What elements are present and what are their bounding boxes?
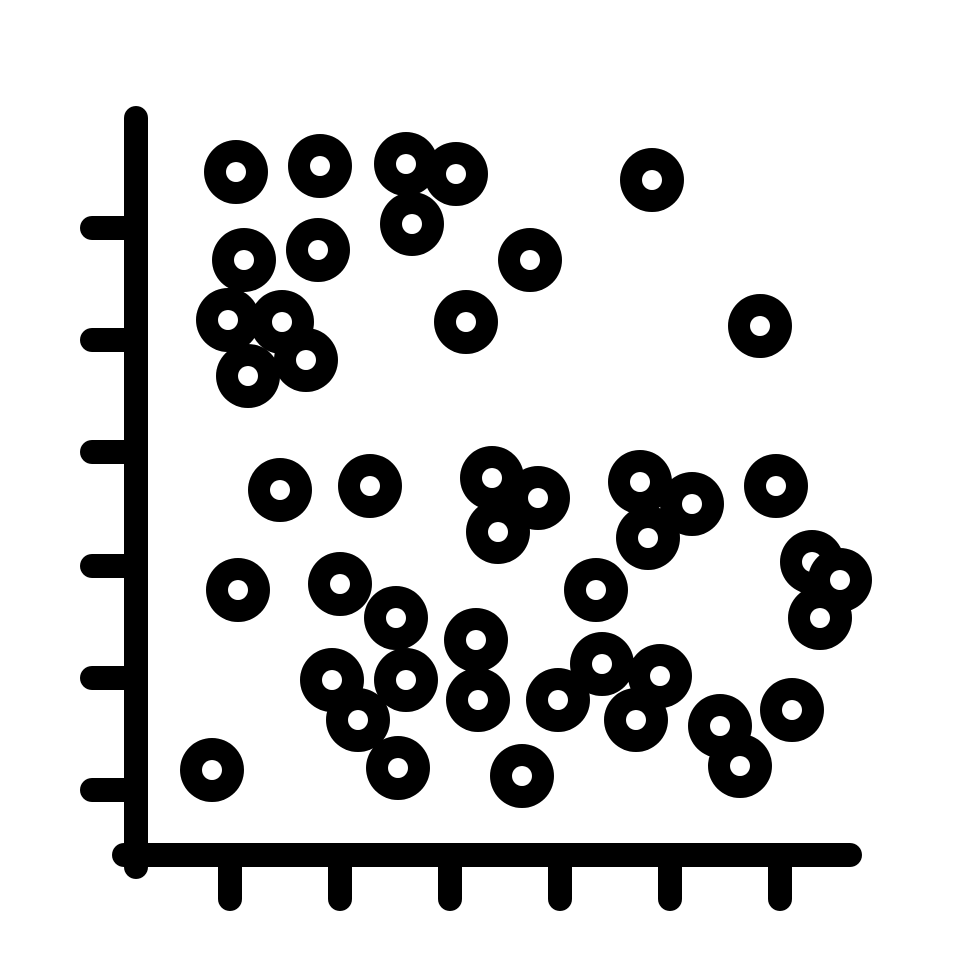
scatter-plot-icon	[0, 0, 980, 980]
marker-inner	[630, 472, 650, 492]
data-point	[204, 140, 268, 204]
data-point	[366, 736, 430, 800]
marker-inner	[528, 488, 548, 508]
marker-inner	[586, 580, 606, 600]
data-point	[628, 644, 692, 708]
marker-inner	[348, 710, 368, 730]
data-point	[338, 454, 402, 518]
data-point	[570, 632, 634, 696]
marker-inner	[310, 156, 330, 176]
data-point	[564, 558, 628, 622]
data-point	[424, 142, 488, 206]
marker-inner	[330, 574, 350, 594]
marker-inner	[322, 670, 342, 690]
data-point	[206, 558, 270, 622]
data-point	[728, 294, 792, 358]
marker-inner	[218, 310, 238, 330]
marker-inner	[782, 700, 802, 720]
marker-inner	[682, 494, 702, 514]
marker-inner	[466, 630, 486, 650]
marker-inner	[482, 468, 502, 488]
data-point	[490, 744, 554, 808]
data-point	[374, 648, 438, 712]
marker-inner	[202, 760, 222, 780]
data-point	[308, 552, 372, 616]
marker-inner	[238, 366, 258, 386]
marker-inner	[650, 666, 670, 686]
marker-inner	[446, 164, 466, 184]
data-point	[498, 228, 562, 292]
marker-inner	[710, 716, 730, 736]
data-point	[434, 290, 498, 354]
data-point	[506, 466, 570, 530]
marker-inner	[456, 312, 476, 332]
marker-inner	[642, 170, 662, 190]
marker-inner	[830, 570, 850, 590]
marker-inner	[360, 476, 380, 496]
data-point	[444, 608, 508, 672]
marker-inner	[308, 240, 328, 260]
data-point	[760, 678, 824, 742]
marker-inner	[750, 316, 770, 336]
data-point	[286, 218, 350, 282]
data-point	[364, 586, 428, 650]
marker-inner	[396, 670, 416, 690]
data-point	[708, 734, 772, 798]
data-point	[744, 454, 808, 518]
data-point	[180, 738, 244, 802]
marker-inner	[296, 350, 316, 370]
marker-inner	[766, 476, 786, 496]
marker-inner	[592, 654, 612, 674]
marker-inner	[228, 580, 248, 600]
marker-inner	[396, 154, 416, 174]
data-point	[216, 344, 280, 408]
marker-inner	[512, 766, 532, 786]
data-point	[380, 192, 444, 256]
marker-inner	[548, 690, 568, 710]
marker-inner	[520, 250, 540, 270]
marker-inner	[402, 214, 422, 234]
marker-inner	[626, 710, 646, 730]
marker-inner	[388, 758, 408, 778]
data-point	[212, 228, 276, 292]
scatter-svg	[0, 0, 980, 980]
data-point	[446, 668, 510, 732]
marker-inner	[730, 756, 750, 776]
data-point	[620, 148, 684, 212]
marker-inner	[638, 528, 658, 548]
data-point	[808, 548, 872, 612]
marker-inner	[226, 162, 246, 182]
marker-inner	[234, 250, 254, 270]
marker-inner	[468, 690, 488, 710]
data-point	[248, 458, 312, 522]
data-point	[274, 328, 338, 392]
marker-inner	[386, 608, 406, 628]
data-point	[288, 134, 352, 198]
marker-inner	[270, 480, 290, 500]
marker-inner	[810, 608, 830, 628]
marker-inner	[272, 312, 292, 332]
marker-inner	[488, 522, 508, 542]
data-point	[660, 472, 724, 536]
